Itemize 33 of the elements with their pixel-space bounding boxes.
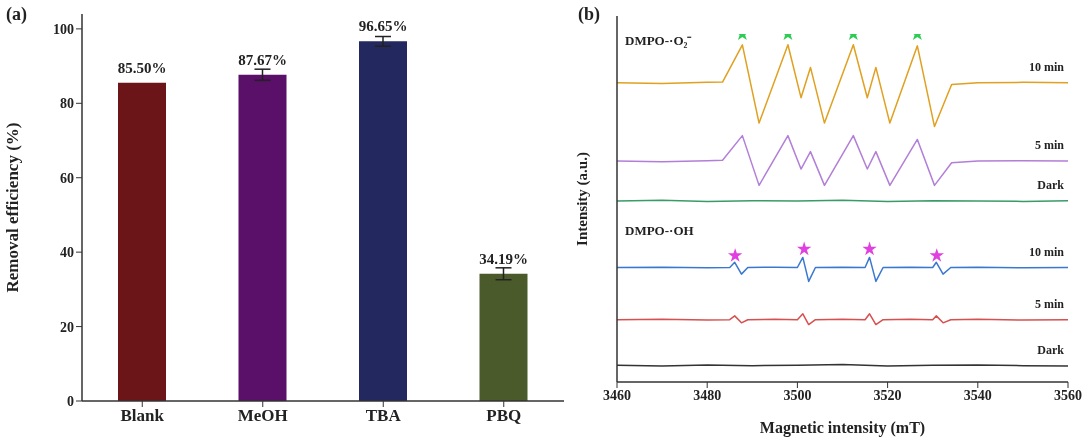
- series-label: 10 min: [1028, 59, 1065, 74]
- y-tick-label: 40: [60, 245, 74, 261]
- chart-title: (b): [578, 4, 600, 25]
- annotation: DMPO-·OH: [625, 223, 694, 238]
- x-tick-label: Blank: [120, 406, 165, 426]
- x-tick-label: TBA: [365, 406, 402, 426]
- data-label: 87.67%: [238, 51, 287, 68]
- y-axis-title: Removal efficiency (%): [3, 122, 23, 293]
- series-label: 5 min: [1034, 138, 1065, 153]
- series-label: 10 min: [1028, 244, 1065, 259]
- x-tick-label: 3560: [1054, 387, 1082, 403]
- x-tick-label: MeOH: [237, 406, 288, 426]
- chart-title: (a): [6, 4, 27, 25]
- series-label: Dark: [1037, 342, 1065, 357]
- x-axis-title: Magnetic intensity (mT): [759, 419, 926, 437]
- data-label: 34.19%: [479, 250, 528, 267]
- y-tick-label: 80: [60, 96, 74, 112]
- series-label: 5 min: [1034, 296, 1065, 311]
- series-label: Dark: [1037, 177, 1065, 192]
- x-tick-label: 3480: [693, 387, 722, 403]
- x-tick-label: 3520: [873, 387, 902, 403]
- annotation: DMPO-·O₂⁻: [625, 33, 693, 48]
- data-label: 96.65%: [358, 18, 408, 35]
- x-tick-label: 3460: [603, 387, 631, 403]
- y-tick-label: 100: [53, 21, 74, 37]
- x-tick-label: PBQ: [486, 406, 522, 426]
- data-label: 85.50%: [117, 59, 167, 76]
- y-axis-title: Intensity (a.u.): [574, 152, 592, 246]
- y-tick-label: 0: [67, 393, 74, 409]
- y-tick-label: 20: [60, 319, 74, 335]
- y-tick-label: 60: [60, 170, 74, 186]
- x-tick-label: 3540: [963, 387, 992, 403]
- x-tick-label: 3500: [783, 387, 812, 403]
